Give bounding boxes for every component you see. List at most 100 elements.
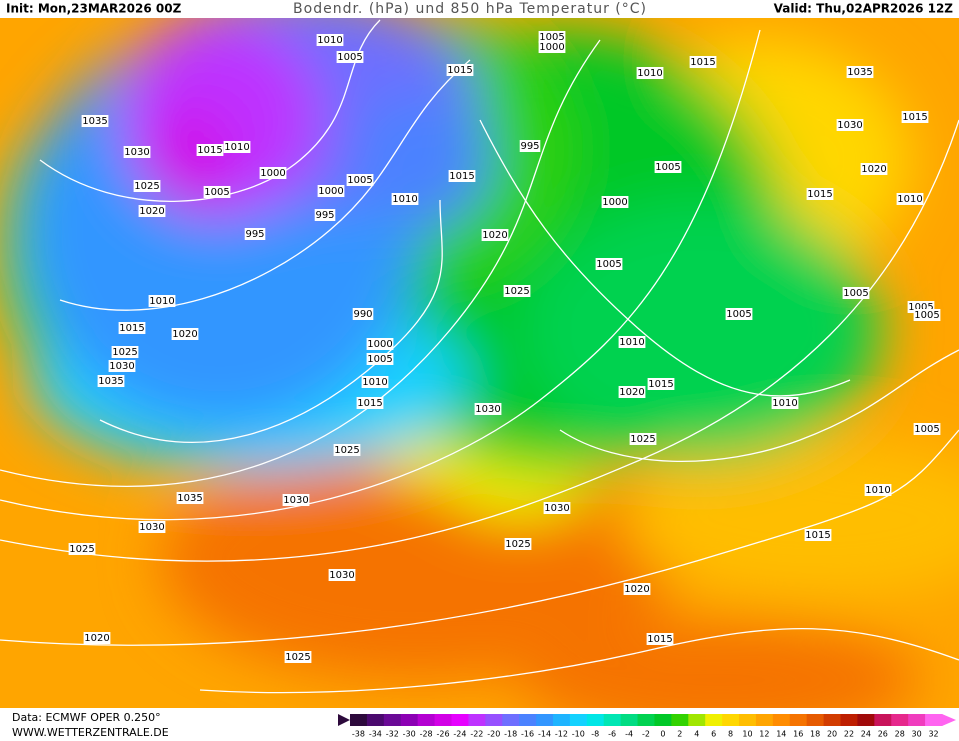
isobar-label-box bbox=[361, 376, 389, 388]
colorbar-tick-label: -28 bbox=[420, 730, 433, 739]
colorbar-tick-label: 4 bbox=[694, 730, 699, 739]
isobar-label-box bbox=[138, 205, 166, 217]
isobar-label-box bbox=[771, 397, 799, 409]
isobar-label: 1005 bbox=[204, 187, 229, 198]
temperature-region bbox=[620, 440, 959, 600]
isobar-label-box bbox=[474, 403, 502, 415]
isobar-label: 1030 bbox=[124, 147, 149, 158]
isobar-label-box bbox=[804, 529, 832, 541]
isobar-label: 1015 bbox=[447, 65, 472, 76]
isobar-label-box bbox=[333, 444, 361, 456]
isobar-label: 1015 bbox=[197, 145, 222, 156]
isobar-label-box bbox=[138, 521, 166, 533]
temperature-region bbox=[350, 90, 490, 230]
isobar-label-box bbox=[538, 41, 566, 53]
isobar-label-box bbox=[836, 119, 864, 131]
colorbar-swatch bbox=[722, 714, 740, 726]
isobar-label-box bbox=[391, 193, 419, 205]
colorbar-swatch bbox=[637, 714, 655, 726]
isobar-label: 1030 bbox=[283, 495, 308, 506]
isobar-label-box bbox=[328, 569, 356, 581]
map-title: Bodendr. (hPa) und 850 hPa Temperatur (°… bbox=[293, 1, 647, 17]
isobar-label-box bbox=[111, 346, 139, 358]
isobar-label-box bbox=[68, 543, 96, 555]
isobar-label: 1025 bbox=[112, 347, 137, 358]
isobar-label-box bbox=[366, 353, 394, 365]
colorbar-tick-label: 20 bbox=[827, 730, 837, 739]
isobar-label: 1025 bbox=[504, 286, 529, 297]
isobar-label-box bbox=[203, 186, 231, 198]
isobar bbox=[99, 199, 443, 443]
isobar-label-box bbox=[244, 228, 266, 240]
isobar-label-box bbox=[689, 56, 717, 68]
colorbar-tick-label: -26 bbox=[436, 730, 449, 739]
isobar-label-box bbox=[519, 140, 541, 152]
isobar-label-box bbox=[259, 167, 287, 179]
isobar-label: 1030 bbox=[837, 120, 862, 131]
colorbar-arrow bbox=[942, 714, 956, 726]
temperature-region bbox=[520, 200, 880, 460]
isobar-label: 1020 bbox=[84, 633, 109, 644]
isobar-label: 1030 bbox=[329, 570, 354, 581]
isobar bbox=[199, 628, 959, 694]
colorbar-tick-label: -22 bbox=[470, 730, 483, 739]
colorbar-tick-label: -14 bbox=[538, 730, 551, 739]
colorbar-tick-label: 22 bbox=[844, 730, 854, 739]
isobar-label: 1030 bbox=[139, 522, 164, 533]
isobar-label: 1025 bbox=[630, 434, 655, 445]
header-bar bbox=[0, 0, 959, 18]
colorbar-swatch bbox=[468, 714, 486, 726]
isobar-label: 1030 bbox=[109, 361, 134, 372]
colorbar-tick-label: 18 bbox=[810, 730, 820, 739]
isobar bbox=[39, 19, 381, 202]
isobar-label-box bbox=[176, 492, 204, 504]
colorbar-tick-label: -12 bbox=[555, 730, 568, 739]
colorbar-swatch bbox=[586, 714, 605, 726]
isobar-label-box bbox=[171, 328, 199, 340]
isobar-label-box bbox=[316, 34, 344, 46]
isobar-label: 1005 bbox=[908, 302, 933, 313]
isobar bbox=[559, 349, 959, 463]
isobar-label: 1015 bbox=[449, 171, 474, 182]
isobar-label: 1015 bbox=[648, 379, 673, 390]
colorbar-swatch bbox=[383, 714, 402, 726]
isobar-label: 990 bbox=[353, 309, 372, 320]
isobar-label-box bbox=[595, 258, 623, 270]
isobar-label-box bbox=[108, 360, 136, 372]
colorbar-tick-label: 26 bbox=[878, 730, 888, 739]
colorbar-swatch bbox=[620, 714, 639, 726]
colorbar-swatch bbox=[823, 714, 842, 726]
isobar-label: 1010 bbox=[149, 296, 174, 307]
isobar-label: 1025 bbox=[69, 544, 94, 555]
isobar-label: 1010 bbox=[772, 398, 797, 409]
isobar-label-box bbox=[601, 196, 629, 208]
colorbar-tick-label: 8 bbox=[728, 730, 733, 739]
colorbar-swatch bbox=[705, 714, 723, 726]
isobar-label: 1005 bbox=[596, 259, 621, 270]
isobar-label: 1025 bbox=[134, 181, 159, 192]
isobar-label-box bbox=[282, 494, 310, 506]
colorbar-swatch bbox=[536, 714, 554, 726]
colorbar-swatch bbox=[755, 714, 774, 726]
colorbar: -38 -34 -32 -30 -28 -26 -24 -22 -20 -18 -16 -14 -12-… bbox=[338, 714, 956, 739]
colorbar-swatch bbox=[806, 714, 825, 726]
colorbar-tick-label: -2 bbox=[642, 730, 650, 739]
isobar-label-box bbox=[538, 31, 566, 43]
isobar-label-box bbox=[860, 163, 888, 175]
colorbar-swatch bbox=[519, 714, 537, 726]
colorbar-tick-label: 0 bbox=[660, 730, 665, 739]
isobar bbox=[0, 119, 959, 562]
colorbar-tick-label: -20 bbox=[487, 730, 500, 739]
isobar-label-box bbox=[618, 386, 646, 398]
isobar-label-box bbox=[503, 285, 531, 297]
colorbar-swatch bbox=[857, 714, 875, 726]
isobar-label-box bbox=[618, 336, 646, 348]
isobar-label-box bbox=[654, 161, 682, 173]
isobar-label-box bbox=[504, 538, 532, 550]
isobar bbox=[479, 119, 851, 397]
colorbar-tick-label: -18 bbox=[504, 730, 517, 739]
colorbar-swatch bbox=[502, 714, 520, 726]
colorbar-tick-label: -38 bbox=[352, 730, 365, 739]
